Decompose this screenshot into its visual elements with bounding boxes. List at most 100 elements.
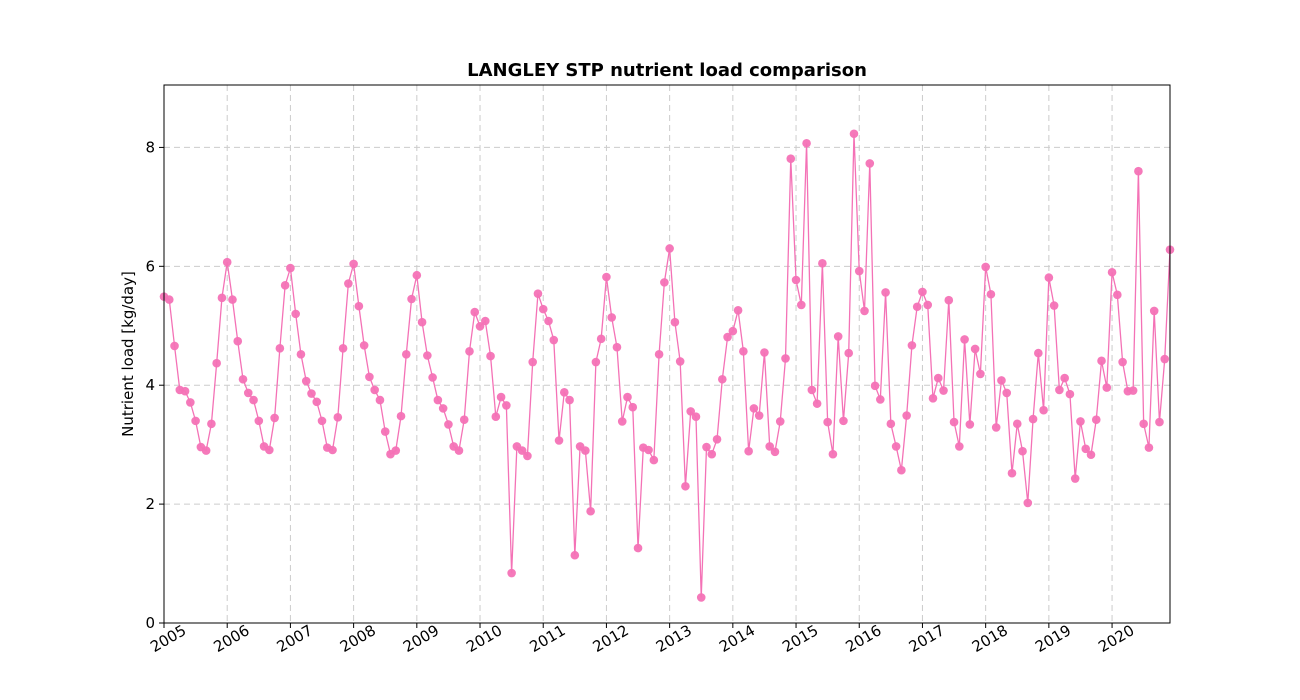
data-point [986,289,996,299]
data-point [470,307,480,317]
chart-title: LANGLEY STP nutrient load comparison [467,60,867,81]
data-point [407,294,416,304]
data-point [391,446,401,455]
data-point [344,279,353,288]
y-tick-label: 6 [145,257,155,275]
data-point [823,417,832,427]
data-point [728,326,738,336]
data-point [633,543,643,553]
data-point [876,395,885,404]
data-point [612,342,622,352]
data-point [475,322,485,331]
data-point [438,404,448,413]
data-point [970,344,980,354]
data-point [1012,419,1022,429]
data-point [844,348,854,358]
data-point [675,357,685,366]
data-point [1144,443,1154,452]
y-tick-label: 8 [145,138,155,156]
data-point [902,411,911,420]
data-point [749,404,759,413]
data-point [491,412,501,422]
data-point [581,446,590,455]
data-point [565,395,574,405]
data-point [480,316,490,326]
data-point [317,416,327,426]
y-tick-label: 2 [145,495,155,513]
data-point [228,295,237,304]
data-point [365,372,374,382]
data-point [349,259,358,269]
data-point [370,385,379,395]
data-point [444,420,453,429]
data-point [528,357,537,367]
data-point [812,399,822,408]
data-point [533,289,543,298]
data-point [270,413,279,423]
data-point [828,449,838,459]
data-point [523,451,532,461]
data-point [696,593,706,602]
data-point [649,455,659,465]
data-point [1155,417,1164,427]
data-point [770,447,780,457]
data-point [733,306,743,315]
data-point [854,266,864,276]
data-point [1055,385,1064,395]
data-point [249,395,258,405]
data-point [312,397,322,407]
data-point [359,341,369,350]
data-point [965,420,975,429]
data-point [243,388,253,398]
data-point [991,423,1001,432]
data-point [870,381,880,391]
data-point [538,304,548,314]
data-point [644,445,653,455]
y-axis-label: Nutrient load [kg/day] [119,271,137,437]
data-point [765,442,775,451]
data-point [164,295,174,304]
data-point [170,341,179,351]
data-point [791,275,801,285]
data-point [459,415,469,424]
data-point [933,373,943,383]
data-point [860,306,869,316]
data-point [891,442,901,451]
data-point [201,446,211,455]
data-point [654,350,664,359]
data-point [602,272,611,282]
data-point [923,300,933,310]
data-point [428,373,437,382]
data-point [554,436,564,445]
data-point [623,392,632,402]
data-point [955,442,964,451]
data-point [328,445,337,455]
data-point [180,386,190,396]
data-point [1102,383,1112,392]
data-point [744,446,753,456]
data-point [1149,306,1159,316]
data-point [628,402,638,412]
data-point [549,335,559,345]
data-point [1139,419,1148,429]
data-point [691,412,701,422]
data-point [1113,290,1122,300]
data-point [865,159,875,168]
data-point [1118,357,1127,367]
data-point [739,347,748,356]
data-point [591,357,601,367]
data-point [433,395,443,405]
data-point [286,263,295,273]
data-point [1018,446,1027,456]
data-point [396,411,406,421]
data-point [544,316,553,326]
data-point [712,435,722,444]
data-point [375,395,385,405]
data-point [949,417,959,427]
plot-frame [163,84,1171,624]
data-point [507,568,516,578]
data-point [976,369,985,379]
data-point [839,416,848,426]
